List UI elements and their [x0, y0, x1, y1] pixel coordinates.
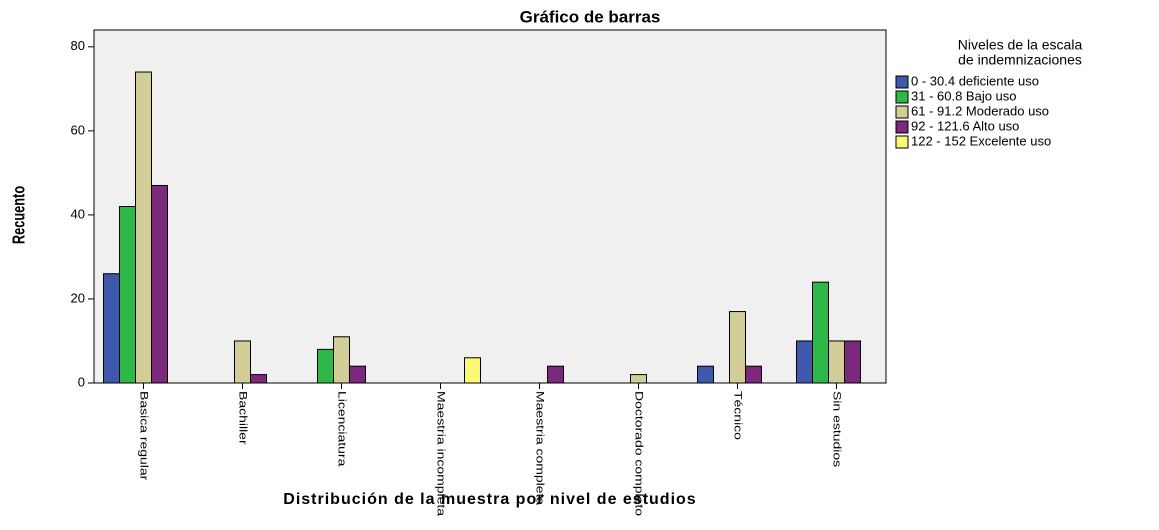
legend-label: 31 - 60.8 Bajo uso — [911, 88, 1017, 103]
bar — [796, 340, 813, 384]
x-tick-label: Doctorado completo — [633, 391, 645, 516]
x-tick-label: Maestria completa — [534, 391, 546, 506]
chart-title: Gráfico de barras — [520, 7, 661, 26]
bar — [547, 365, 564, 384]
legend-swatch — [895, 135, 909, 149]
legend-label: 92 - 121.6 Alto uso — [911, 118, 1019, 133]
bar — [234, 340, 251, 384]
legend-label: 61 - 91.2 Moderado uso — [911, 103, 1049, 118]
y-axis-title: Recuento — [10, 186, 29, 244]
bar — [119, 206, 136, 384]
bar — [828, 340, 845, 384]
x-tick-label: Sin estudios — [831, 391, 843, 467]
x-axis-title: Distribución de la muestra por nivel de … — [283, 491, 696, 508]
bar — [812, 281, 829, 384]
x-tick-label: Licenciatura — [336, 391, 348, 467]
y-tick-label: 0 — [78, 374, 85, 389]
legend-title: Niveles de la escala — [958, 37, 1083, 53]
legend-swatch — [895, 105, 909, 119]
bar — [333, 336, 350, 384]
legend-swatch — [895, 120, 909, 134]
plot-area — [93, 29, 887, 384]
y-tick-label: 40 — [71, 206, 85, 221]
bar — [697, 365, 714, 384]
bar — [250, 374, 267, 384]
legend-swatch — [895, 75, 909, 89]
y-tick-label: 20 — [71, 290, 85, 305]
bar — [464, 357, 481, 384]
bar — [745, 365, 762, 384]
bar — [349, 365, 366, 384]
bar — [844, 340, 861, 384]
bar — [151, 184, 168, 384]
bar — [630, 374, 647, 384]
legend-label: 122 - 152 Excelente uso — [911, 133, 1051, 148]
bar — [103, 273, 120, 384]
x-tick-label: Maestria incompleta — [435, 391, 447, 517]
bar — [135, 71, 152, 384]
y-tick-label: 60 — [71, 122, 85, 137]
legend-label: 0 - 30.4 deficiente uso — [911, 73, 1039, 88]
bar — [729, 311, 746, 384]
x-tick-label: Técnico — [732, 391, 744, 440]
y-tick-label: 80 — [71, 38, 85, 53]
x-tick-label: Basica regular — [138, 391, 150, 480]
legend-swatch — [895, 90, 909, 104]
x-tick-label: Bachiller — [237, 391, 249, 445]
bar — [317, 348, 334, 384]
legend-title: de indemnizaciones — [958, 52, 1082, 68]
